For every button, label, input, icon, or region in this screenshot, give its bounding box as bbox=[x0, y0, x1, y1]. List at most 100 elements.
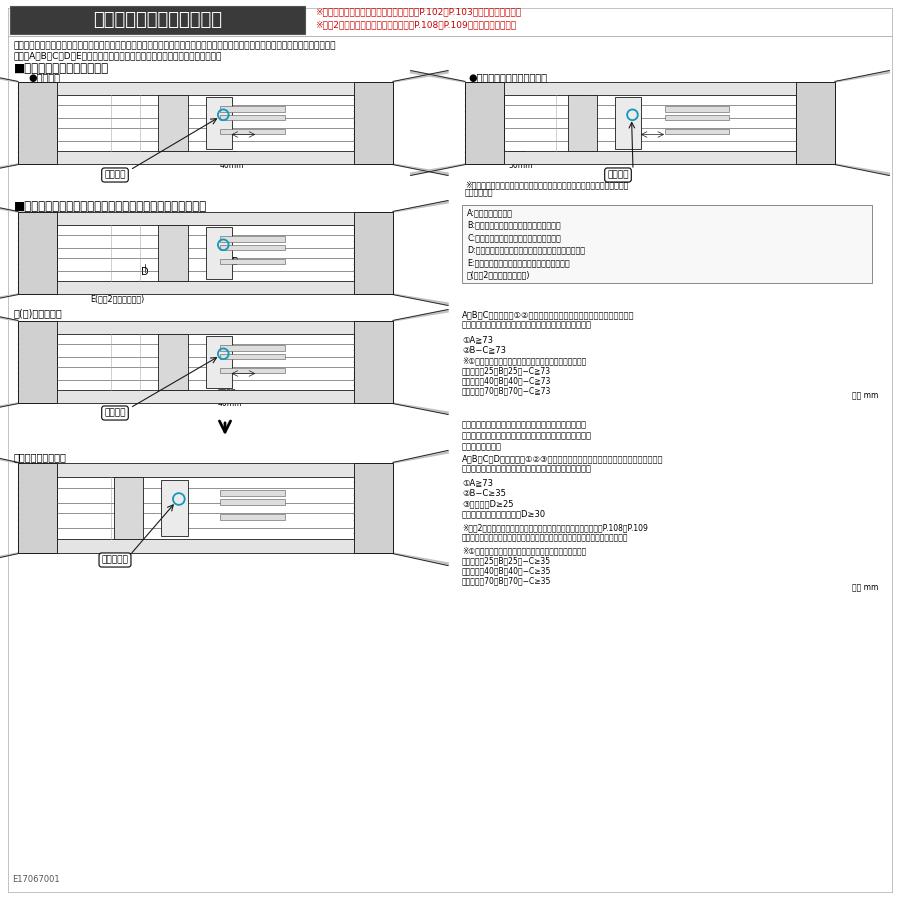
Bar bbox=[220, 114, 285, 121]
Text: 干渉する: 干渉する bbox=[608, 170, 629, 179]
Polygon shape bbox=[0, 553, 18, 565]
Bar bbox=[205, 337, 232, 388]
Bar bbox=[158, 334, 188, 390]
Text: ※クレセント仕様の引き残しについては、P.102・P.103をご参照ください。: ※クレセント仕様の引き残しについては、P.102・P.103をご参照ください。 bbox=[315, 7, 521, 16]
Text: A・B・C・Dを測定し、①②③の条件を満たしていれば、クレセント施鍵解鍵時に: A・B・C・Dを測定し、①②③の条件を満たしていれば、クレセント施鍵解鍵時に bbox=[462, 454, 663, 463]
Text: 戸先鍵仕様採用時のご注意: 戸先鍵仕様採用時のご注意 bbox=[93, 11, 222, 29]
Polygon shape bbox=[0, 310, 18, 321]
Polygon shape bbox=[393, 294, 448, 305]
Bar bbox=[158, 225, 188, 281]
Polygon shape bbox=[393, 201, 448, 212]
Text: ふかし枠40（B＋40）−C≧73: ふかし枠40（B＋40）−C≧73 bbox=[462, 376, 552, 385]
Text: B: B bbox=[231, 257, 239, 267]
Text: 単位 mm: 単位 mm bbox=[851, 583, 878, 592]
Polygon shape bbox=[0, 450, 18, 463]
Text: を参照しクレセントの柄が内窓の外圧合し框に干渉しないか確認してください。: を参照しクレセントの柄が内窓の外圧合し框に干渉しないか確認してください。 bbox=[462, 533, 628, 542]
Bar bbox=[18, 463, 58, 553]
Text: ※図はテラスタイプです。ランマ通しタイプの引き残し尺法はテラスタイプ: ※図はテラスタイプです。ランマ通しタイプの引き残し尺法はテラスタイプ bbox=[465, 180, 628, 189]
Text: ※①で木顊縁の見込みが足りず、ふかし枠を使用した場合: ※①で木顊縁の見込みが足りず、ふかし枠を使用した場合 bbox=[462, 546, 586, 555]
Polygon shape bbox=[0, 294, 18, 305]
Text: ぶつかってしまう場合、逆（右）勝手にすると回避可能な: ぶつかってしまう場合、逆（右）勝手にすると回避可能な bbox=[462, 431, 592, 440]
Polygon shape bbox=[410, 164, 465, 176]
Bar bbox=[220, 354, 285, 359]
Text: E(偏芯2枚建ての場合): E(偏芯2枚建ての場合) bbox=[90, 294, 144, 303]
Text: ふかし枠70（B＋70）−C≥35: ふかし枠70（B＋70）−C≥35 bbox=[462, 576, 552, 585]
Text: 外窓クレセントの柄が内窓にぶつかることはありません。: 外窓クレセントの柄が内窓にぶつかることはありません。 bbox=[462, 320, 592, 329]
Text: ※偏芯2枚建てで、外窓と内窓の圧合しの中心を揃えない場合は、P.108・P.109: ※偏芯2枚建てで、外窓と内窓の圧合しの中心を揃えない場合は、P.108・P.10… bbox=[462, 523, 648, 532]
Bar bbox=[58, 151, 354, 164]
Text: 引き残し
40mm: 引き残し 40mm bbox=[220, 150, 245, 170]
Text: (偏芯2枚建ての場合のみ): (偏芯2枚建ての場合のみ) bbox=[467, 271, 530, 280]
Polygon shape bbox=[0, 70, 18, 82]
Text: ①A≧73: ①A≧73 bbox=[462, 335, 493, 344]
Bar bbox=[220, 514, 285, 520]
Bar bbox=[220, 106, 285, 112]
Bar bbox=[220, 245, 285, 250]
Text: ③窓タイプD≥25: ③窓タイプD≥25 bbox=[462, 499, 514, 508]
Text: ■戸先鍵引き残しによる干渉: ■戸先鍵引き残しによる干渉 bbox=[14, 62, 109, 75]
Polygon shape bbox=[0, 403, 18, 415]
Text: 外窓クレセントの柄が内窓にぶつかることはありません。: 外窓クレセントの柄が内窓にぶつかることはありません。 bbox=[462, 464, 592, 473]
Polygon shape bbox=[393, 403, 448, 415]
Text: 引き残し
40mm: 引き残し 40mm bbox=[218, 389, 242, 408]
Text: ふかし枠25（B＋25）−C≥35: ふかし枠25（B＋25）−C≥35 bbox=[462, 556, 551, 565]
Bar bbox=[220, 367, 285, 374]
Bar bbox=[354, 82, 393, 164]
Bar bbox=[462, 205, 872, 283]
Bar bbox=[58, 212, 354, 225]
Text: 正(左)勝手の場合: 正(左)勝手の場合 bbox=[14, 308, 63, 318]
Polygon shape bbox=[835, 70, 889, 82]
Text: ①A≧73: ①A≧73 bbox=[462, 478, 493, 487]
Text: ※①で木顊縁の見込みが足りず、ふかし枠を使用した場合: ※①で木顊縁の見込みが足りず、ふかし枠を使用した場合 bbox=[462, 356, 586, 365]
Bar bbox=[58, 463, 354, 477]
Bar bbox=[664, 114, 729, 121]
Text: と同じです。: と同じです。 bbox=[465, 188, 493, 197]
Bar bbox=[220, 490, 285, 496]
Text: 干渉しない: 干渉しない bbox=[102, 555, 129, 564]
Polygon shape bbox=[835, 164, 889, 176]
Bar bbox=[58, 281, 354, 294]
Text: ②B−C≧73: ②B−C≧73 bbox=[462, 346, 506, 355]
Text: ②B−C≥35: ②B−C≥35 bbox=[462, 489, 506, 498]
Bar bbox=[504, 151, 796, 164]
Bar bbox=[161, 480, 188, 536]
Text: 単位 mm: 単位 mm bbox=[851, 391, 878, 400]
Bar bbox=[568, 95, 598, 151]
Bar bbox=[158, 95, 188, 151]
Text: 引き残し
50mm: 引き残し 50mm bbox=[508, 150, 533, 170]
Bar bbox=[796, 82, 835, 164]
Bar bbox=[664, 106, 729, 112]
Polygon shape bbox=[410, 70, 465, 82]
Text: D:クレセント柄の側面から内圧合し框中心まづの距離: D:クレセント柄の側面から内圧合し框中心まづの距離 bbox=[467, 246, 585, 255]
Polygon shape bbox=[393, 310, 448, 321]
Bar bbox=[58, 390, 354, 403]
Text: ふかし枠70（B＋70）−C≧73: ふかし枠70（B＋70）−C≧73 bbox=[462, 386, 552, 395]
Bar bbox=[18, 321, 58, 403]
Text: ●テラス・ランマ通しタイプ: ●テラス・ランマ通しタイプ bbox=[468, 72, 547, 82]
Bar bbox=[504, 82, 796, 95]
Polygon shape bbox=[393, 450, 448, 463]
Bar bbox=[205, 97, 232, 148]
Polygon shape bbox=[393, 70, 448, 82]
Text: 干渉する: 干渉する bbox=[104, 409, 126, 418]
Text: 場合があります。: 場合があります。 bbox=[462, 442, 502, 451]
Bar bbox=[10, 6, 305, 34]
Text: ふかし枠40（B＋40）−C≥35: ふかし枠40（B＋40）−C≥35 bbox=[462, 566, 552, 575]
Bar bbox=[354, 212, 393, 294]
Bar bbox=[220, 237, 285, 242]
Bar bbox=[205, 228, 232, 279]
Text: E17067001: E17067001 bbox=[12, 875, 59, 884]
Text: E:クレセント柄の側面から開口の端までの距離: E:クレセント柄の側面から開口の端までの距離 bbox=[467, 258, 570, 267]
Polygon shape bbox=[393, 553, 448, 565]
Text: 干渉する: 干渉する bbox=[104, 170, 126, 179]
Polygon shape bbox=[393, 164, 448, 176]
Bar bbox=[465, 82, 504, 164]
Bar bbox=[220, 499, 285, 505]
Bar bbox=[220, 346, 285, 351]
Polygon shape bbox=[0, 201, 18, 212]
Text: ●窓タイプ: ●窓タイプ bbox=[28, 72, 60, 82]
Bar bbox=[18, 212, 58, 294]
Bar bbox=[220, 258, 285, 265]
Text: ■戸先鍵仕様　外窓クレセントの干渉回避　採尺のポイント: ■戸先鍵仕様 外窓クレセントの干渉回避 採尺のポイント bbox=[14, 200, 207, 213]
Text: 以下のA・B・C・D・E尺法を採尺時に確認し、干渉を事前に回避してください。: 以下のA・B・C・D・E尺法を採尺時に確認し、干渉を事前に回避してください。 bbox=[14, 51, 222, 60]
